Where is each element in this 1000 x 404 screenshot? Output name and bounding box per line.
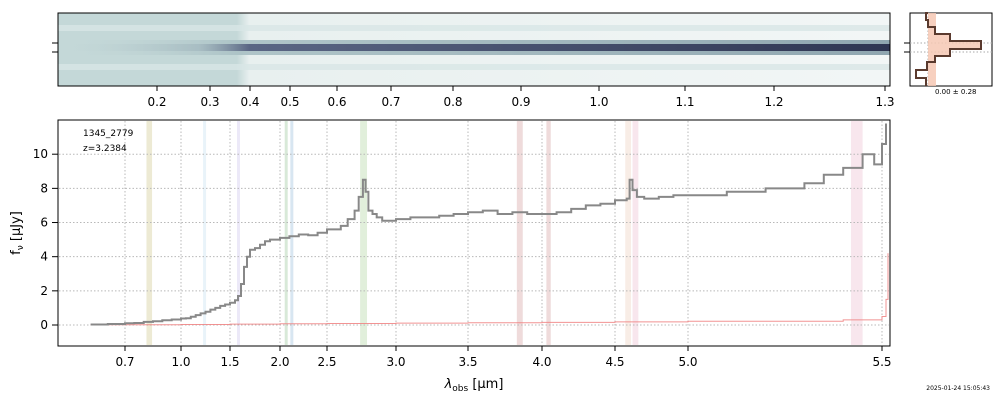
- line-band: [516, 121, 523, 345]
- profile-panel: 0.00 ± 0.28: [904, 12, 993, 96]
- y-tick-label: 6: [40, 216, 48, 230]
- profile-fill: [928, 13, 980, 86]
- grid: [59, 121, 889, 345]
- y-tick-label: 0: [40, 318, 48, 332]
- top-tick-label: 1.2: [764, 95, 783, 109]
- x-tick-label: 1.5: [220, 355, 239, 369]
- line-band: [850, 121, 863, 345]
- profile-label: 0.00 ± 0.28: [935, 88, 977, 96]
- top-tick-label: 0.9: [511, 95, 530, 109]
- x-tick-label: 2.0: [270, 355, 289, 369]
- top-tick-label: 0.4: [240, 95, 259, 109]
- x-axis-label: λobs [μm]: [444, 377, 504, 394]
- top-tick-label: 0.7: [381, 95, 400, 109]
- y-tick-label: 8: [40, 181, 48, 195]
- x-tick-label: 2.5: [317, 355, 336, 369]
- x-tick-label: 4.5: [605, 355, 624, 369]
- line-band: [360, 121, 368, 345]
- y-tick-label: 4: [40, 250, 48, 264]
- x-tick-label: 4.0: [532, 355, 551, 369]
- x-axis: 0.7 1.0 1.5 2.0 2.5 3.0 3.5 4.0 4.5 5.0 5.5: [115, 346, 892, 369]
- top-tick-label: 0.8: [443, 95, 462, 109]
- y-tick-label: 10: [33, 147, 48, 161]
- object-id: 1345_2779: [83, 129, 134, 139]
- error-line: [90, 253, 889, 326]
- top-tick-label: 0.5: [280, 95, 299, 109]
- line-band: [203, 121, 207, 345]
- spectrum-2d-panel: 0.2 0.3 0.4 0.5 0.6 0.7 0.8 0.9 1.0 1.1 1.2 1.3: [52, 12, 895, 109]
- x-tick-label: 0.7: [115, 355, 134, 369]
- x-tick-label: 5.5: [872, 355, 891, 369]
- profile-histogram: [915, 12, 982, 86]
- y-tick-label: 2: [40, 284, 48, 298]
- x-tick-label: 5.0: [678, 355, 697, 369]
- top-tick-label: 0.3: [200, 95, 219, 109]
- line-band: [632, 121, 639, 345]
- line-bands: [146, 121, 863, 345]
- line-band: [625, 121, 632, 345]
- spectrum-2d-axis: 0.2 0.3 0.4 0.5 0.6 0.7 0.8 0.9 1.0 1.1 1.2 1.3: [147, 86, 895, 109]
- top-tick-label: 0.6: [327, 95, 346, 109]
- x-tick-label: 3.5: [458, 355, 477, 369]
- spectrum-1d-panel: 0.7 1.0 1.5 2.0 2.5 3.0 3.5 4.0 4.5 5.0 5.5 0 2 4 6 8 1…: [9, 119, 892, 394]
- top-tick-label: 1.3: [875, 95, 894, 109]
- flux-line: [90, 123, 887, 326]
- redshift-label: z=3.2384: [83, 144, 127, 154]
- y-axis-label: fν [μJy]: [9, 211, 26, 255]
- top-tick-label: 1.1: [675, 95, 694, 109]
- x-tick-label: 1.0: [171, 355, 190, 369]
- line-band: [546, 121, 551, 345]
- line-band: [284, 121, 288, 345]
- line-band: [237, 121, 240, 345]
- timestamp: 2025-01-24 15:05:43: [926, 385, 990, 392]
- y-axis: 0 2 4 6 8 10: [33, 147, 58, 332]
- spectrum-2d-trace: [58, 44, 890, 51]
- top-tick-label: 1.0: [589, 95, 608, 109]
- line-band: [146, 121, 153, 345]
- line-band: [290, 121, 294, 345]
- x-tick-label: 3.0: [386, 355, 405, 369]
- top-tick-label: 0.2: [147, 95, 166, 109]
